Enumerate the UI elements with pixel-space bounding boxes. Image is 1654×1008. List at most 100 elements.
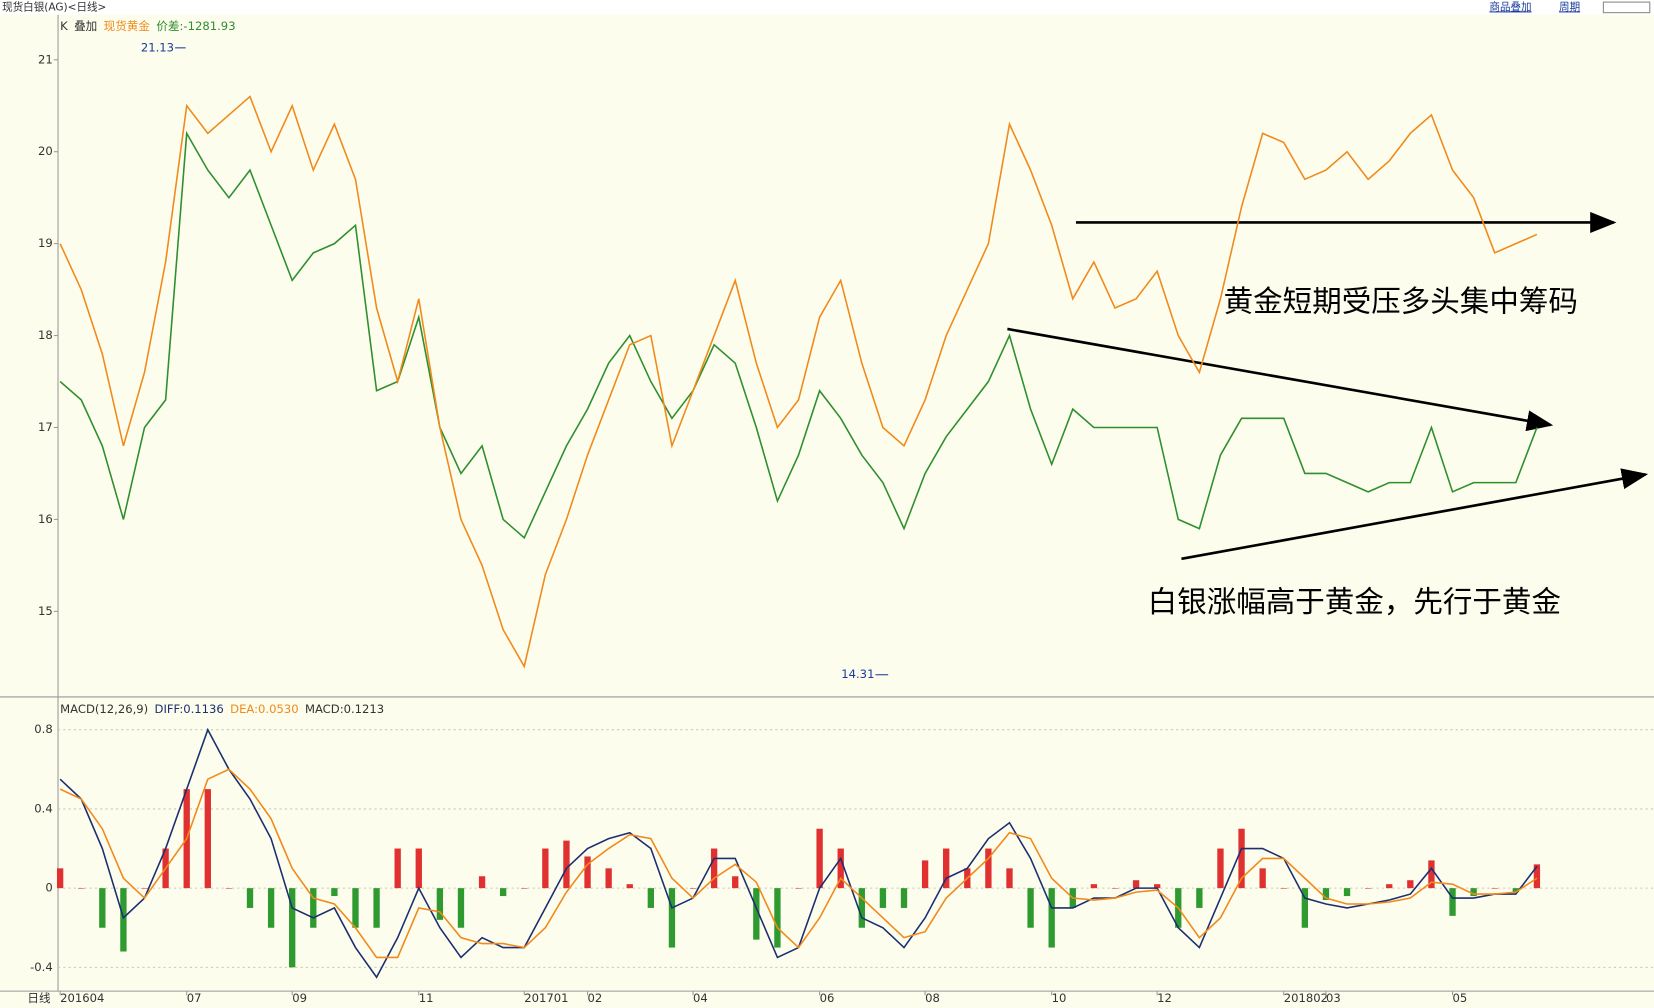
- macd-bar: [668, 888, 676, 948]
- macd-bar: [394, 848, 401, 889]
- x-tick-label: 201802: [1284, 991, 1328, 1005]
- x-tick-label: 03: [1326, 991, 1341, 1005]
- macd-bar: [605, 868, 612, 889]
- macd-bar: [563, 840, 570, 889]
- macd-bar: [78, 888, 85, 889]
- macd-bar: [1386, 884, 1393, 889]
- y-tick-label: 15: [38, 604, 53, 618]
- x-tick-label: 11: [419, 991, 434, 1005]
- macd-bar: [204, 789, 211, 889]
- macd-bar: [753, 888, 760, 940]
- macd-bar: [837, 848, 844, 889]
- macd-bar: [457, 888, 465, 928]
- x-tick-label: 201604: [60, 991, 104, 1005]
- macd-bar: [99, 888, 106, 928]
- macd-bar: [331, 888, 338, 897]
- macd-bar: [710, 848, 718, 889]
- x-tick-label: 201701: [524, 991, 568, 1005]
- arrow: [1007, 327, 1554, 432]
- macd-bar: [1280, 888, 1287, 889]
- x-tick-label: 06: [820, 991, 835, 1005]
- macd-bar: [499, 888, 507, 897]
- macd-bar: [584, 856, 591, 889]
- price-line: [59, 130, 1538, 540]
- macd-bar: [647, 888, 655, 908]
- legend-item: DEA:0.0530: [230, 702, 298, 716]
- macd-bar: [1090, 884, 1098, 889]
- arrow: [1181, 468, 1649, 561]
- macd-bar: [542, 848, 549, 889]
- y-tick-label: 18: [38, 328, 53, 342]
- high-label: 21.13: [141, 40, 174, 54]
- legend-item: K: [60, 19, 68, 33]
- period-button[interactable]: 周期: [1559, 1, 1580, 13]
- macd-bar: [879, 888, 887, 908]
- macd-bar: [1407, 880, 1414, 889]
- macd-bar: [1217, 848, 1224, 889]
- legend-item: 叠加: [74, 19, 97, 33]
- legend-item: 现货黄金: [104, 19, 151, 33]
- y-tick-label: 0: [45, 881, 52, 895]
- macd-bar: [436, 888, 444, 920]
- macd-bar: [373, 888, 380, 928]
- y-tick-label: 0.8: [34, 722, 52, 736]
- macd-bar: [415, 848, 422, 889]
- macd-bar: [289, 888, 296, 968]
- macd-bar: [478, 876, 486, 889]
- zoom-buttons[interactable]: [1602, 1, 1651, 14]
- x-tick-label: 08: [925, 991, 940, 1005]
- window-title: 现货白银(AG)<日线>: [2, 0, 106, 13]
- macd-bar: [816, 828, 823, 889]
- macd-bar: [1259, 868, 1266, 889]
- y-tick-label: 20: [38, 144, 53, 158]
- legend-item: MACD:0.1213: [305, 702, 384, 716]
- macd-bar: [1512, 888, 1519, 893]
- macd-bar: [732, 876, 739, 889]
- macd-line: [59, 768, 1538, 959]
- macd-bar: [1533, 864, 1541, 889]
- macd-bar: [1491, 888, 1498, 889]
- macd-bar: [352, 888, 359, 928]
- macd-bar: [1322, 888, 1330, 901]
- top-bar: [0, 0, 1654, 15]
- macd-bar: [943, 848, 950, 889]
- y-tick-label: -0.4: [30, 960, 53, 974]
- period-label: 日线: [27, 991, 51, 1005]
- annotation: 白银涨幅高于黄金，先行于黄金: [1148, 585, 1561, 619]
- macd-bar: [141, 888, 148, 889]
- y-tick-label: 19: [38, 236, 53, 250]
- low-label: 14.31: [841, 667, 874, 681]
- macd-bar: [1006, 868, 1013, 889]
- x-tick-label: 05: [1453, 991, 1468, 1005]
- x-tick-label: 04: [693, 991, 708, 1005]
- legend-item: DIFF:0.1136: [155, 702, 224, 716]
- x-tick-label: 12: [1157, 991, 1172, 1005]
- x-tick-label: 02: [588, 991, 603, 1005]
- macd-bar: [858, 888, 865, 928]
- y-tick-label: 0.4: [34, 801, 52, 815]
- legend-item: 价差:-1281.93: [156, 19, 235, 33]
- macd-bar: [900, 888, 908, 908]
- macd-bar: [1301, 888, 1309, 928]
- macd-bar: [310, 888, 317, 928]
- macd-bar: [795, 888, 802, 889]
- macd-bar: [267, 888, 275, 928]
- x-tick-label: 10: [1052, 991, 1067, 1005]
- y-tick-label: 16: [38, 512, 53, 526]
- macd-bar: [774, 888, 781, 948]
- macd-bar: [689, 888, 697, 889]
- overlay-button[interactable]: 商品叠加: [1489, 0, 1531, 13]
- macd-bar: [1470, 888, 1477, 897]
- macd-bar: [921, 860, 929, 889]
- macd-bar: [1238, 828, 1245, 889]
- macd-bar: [1196, 888, 1203, 908]
- macd-bar: [1027, 888, 1034, 928]
- macd-bar: [626, 884, 633, 889]
- macd-bar: [1343, 888, 1351, 897]
- macd-bar: [1048, 888, 1055, 948]
- macd-bar: [56, 868, 64, 889]
- macd-bar: [120, 888, 127, 952]
- x-tick-label: 07: [187, 991, 202, 1005]
- price-line: [59, 95, 1538, 669]
